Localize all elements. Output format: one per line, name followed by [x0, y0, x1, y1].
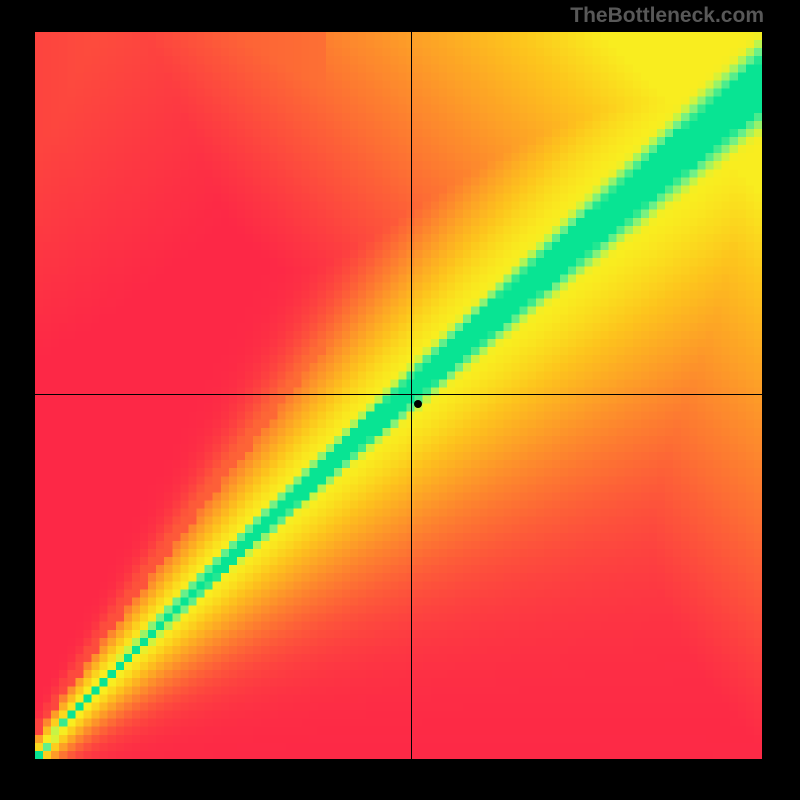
chart-container: TheBottleneck.com — [0, 0, 800, 800]
heatmap-plot — [35, 32, 762, 759]
crosshair-vertical — [411, 32, 412, 759]
crosshair-horizontal — [35, 394, 762, 395]
watermark-text: TheBottleneck.com — [570, 4, 764, 28]
